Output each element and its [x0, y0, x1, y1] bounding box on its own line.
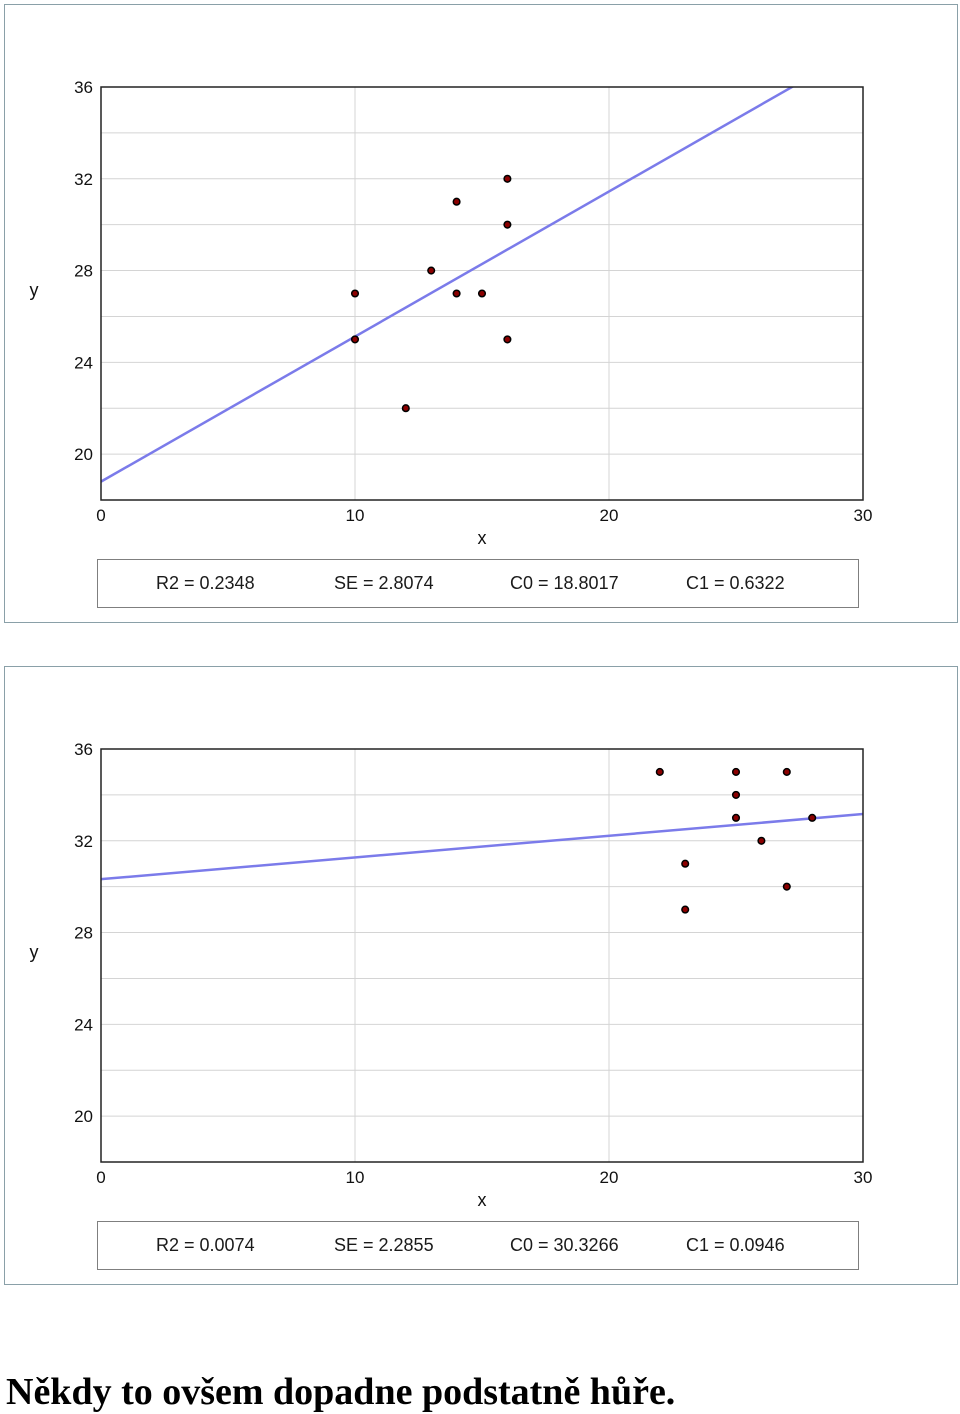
se-value: SE = 2.2855 [334, 1235, 434, 1255]
x-axis-label: x [478, 528, 487, 548]
x-tick-label: 20 [600, 506, 619, 525]
data-point [503, 220, 512, 229]
y-tick-label: 32 [74, 170, 93, 189]
chart-1-plot: 20 24 28 32 36 0 10 20 30 x y [30, 78, 873, 548]
data-point [503, 174, 512, 183]
data-point [731, 767, 741, 776]
data-point [731, 790, 741, 799]
y-axis-label: y [30, 942, 39, 962]
r2-value: R2 = 0.0074 [156, 1235, 255, 1255]
stats-box-2: R2 = 0.0074 SE = 2.2855 C0 = 30.3266 C1 … [97, 1221, 859, 1270]
x-tick-label: 20 [600, 1168, 619, 1187]
c0-value: C0 = 18.8017 [510, 573, 619, 593]
chart-2-plot: 20 24 28 32 36 0 10 20 30 x y [30, 740, 873, 1210]
x-tick-label: 30 [854, 1168, 873, 1187]
data-point [350, 289, 360, 298]
data-point [782, 767, 791, 776]
chart-panel-2: 20 24 28 32 36 0 10 20 30 x y R2 = 0.0074 SE = 2.2… [4, 666, 958, 1285]
y-tick-label: 20 [74, 445, 93, 464]
data-point [655, 767, 664, 776]
x-tick-label: 0 [96, 1168, 105, 1187]
y-tick-label: 20 [74, 1107, 93, 1126]
data-point [350, 335, 360, 344]
x-axis-label: x [478, 1190, 487, 1210]
data-point [808, 813, 817, 822]
c0-value: C0 = 30.3266 [510, 1235, 619, 1255]
data-point [452, 197, 461, 206]
r2-value: R2 = 0.2348 [156, 573, 255, 593]
y-tick-label: 36 [74, 740, 93, 759]
y-tick-label: 28 [74, 924, 93, 943]
x-tick-label: 0 [96, 506, 105, 525]
data-point [401, 404, 410, 413]
caption-text: Někdy to ovšem dopadne podstatně hůře. [6, 1371, 676, 1413]
data-point [477, 289, 487, 298]
stats-box-1: R2 = 0.2348 SE = 2.8074 C0 = 18.8017 C1 … [97, 559, 859, 608]
data-point [427, 266, 436, 275]
x-tick-label: 10 [346, 506, 365, 525]
chart-panel-1: 20 24 28 32 36 0 10 20 30 x y R2 = 0.2348 SE = 2.8… [4, 4, 958, 623]
data-point [782, 882, 791, 891]
data-point [731, 813, 741, 822]
data-point [681, 905, 690, 914]
c1-value: C1 = 0.6322 [686, 573, 785, 593]
x-tick-label: 10 [346, 1168, 365, 1187]
data-point [452, 289, 461, 298]
data-point [681, 859, 690, 868]
y-tick-label: 28 [74, 262, 93, 281]
c1-value: C1 = 0.0946 [686, 1235, 785, 1255]
se-value: SE = 2.8074 [334, 573, 434, 593]
y-tick-label: 36 [74, 78, 93, 97]
y-axis-label: y [30, 280, 39, 300]
regression-line [101, 812, 863, 881]
plot-frame [100, 748, 864, 1163]
regression-line [101, 87, 795, 483]
x-tick-label: 30 [854, 506, 873, 525]
data-point [503, 335, 512, 344]
data-point [757, 836, 766, 845]
plot-frame [100, 86, 864, 501]
y-tick-label: 32 [74, 832, 93, 851]
y-tick-label: 24 [74, 353, 93, 372]
y-tick-label: 24 [74, 1015, 93, 1034]
